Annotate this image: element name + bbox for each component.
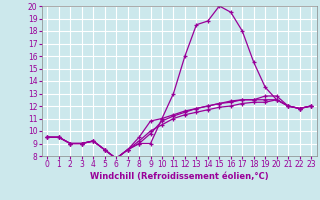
X-axis label: Windchill (Refroidissement éolien,°C): Windchill (Refroidissement éolien,°C): [90, 172, 268, 181]
